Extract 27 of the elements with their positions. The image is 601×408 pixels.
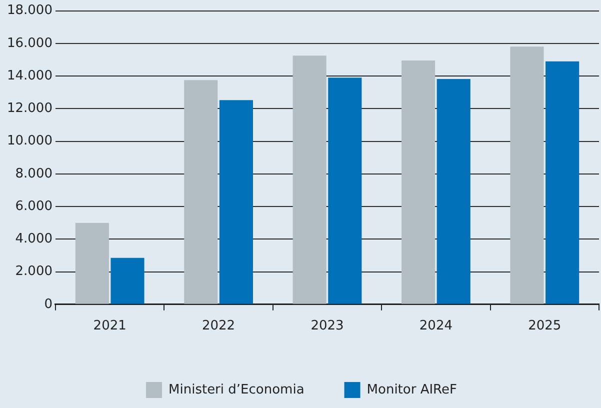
bar bbox=[184, 80, 218, 304]
bar bbox=[292, 56, 326, 304]
y-tick-label: 16.000 bbox=[6, 36, 52, 51]
x-tick-label: 2024 bbox=[419, 318, 452, 334]
y-tick-label: 8.000 bbox=[15, 166, 52, 182]
x-tick-label: 2023 bbox=[310, 318, 344, 334]
y-tick-label: 0 bbox=[44, 296, 52, 312]
legend-label: Monitor AIReF bbox=[366, 382, 457, 398]
y-tick-label: 6.000 bbox=[15, 198, 52, 214]
bar bbox=[402, 60, 436, 304]
y-tick-label: 14.000 bbox=[6, 68, 52, 84]
bar bbox=[75, 222, 109, 304]
bar bbox=[546, 61, 580, 304]
y-tick-label: 2.000 bbox=[15, 264, 52, 280]
y-tick-label: 12.000 bbox=[6, 101, 52, 116]
bar bbox=[219, 100, 253, 304]
bar bbox=[328, 78, 362, 304]
x-tick-label: 2021 bbox=[93, 318, 126, 334]
bar bbox=[110, 258, 144, 304]
legend-label: Ministeri d’Economia bbox=[168, 382, 304, 398]
y-tick-label: 18.000 bbox=[6, 3, 52, 18]
y-tick-label: 4.000 bbox=[15, 232, 52, 247]
x-tick-label: 2025 bbox=[528, 318, 562, 334]
bar bbox=[510, 46, 544, 304]
y-tick-label: 10.000 bbox=[6, 134, 52, 149]
bar bbox=[436, 78, 470, 304]
x-tick-label: 2022 bbox=[202, 318, 236, 334]
